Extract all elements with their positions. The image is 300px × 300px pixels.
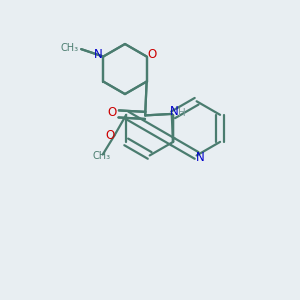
Text: O: O [108, 106, 117, 119]
Text: O: O [147, 48, 157, 61]
Text: H: H [178, 108, 186, 118]
Text: N: N [196, 151, 205, 164]
Text: CH₃: CH₃ [92, 151, 110, 161]
Text: CH₃: CH₃ [60, 43, 78, 53]
Text: O: O [105, 129, 115, 142]
Text: N: N [94, 48, 102, 61]
Text: N: N [170, 105, 179, 118]
